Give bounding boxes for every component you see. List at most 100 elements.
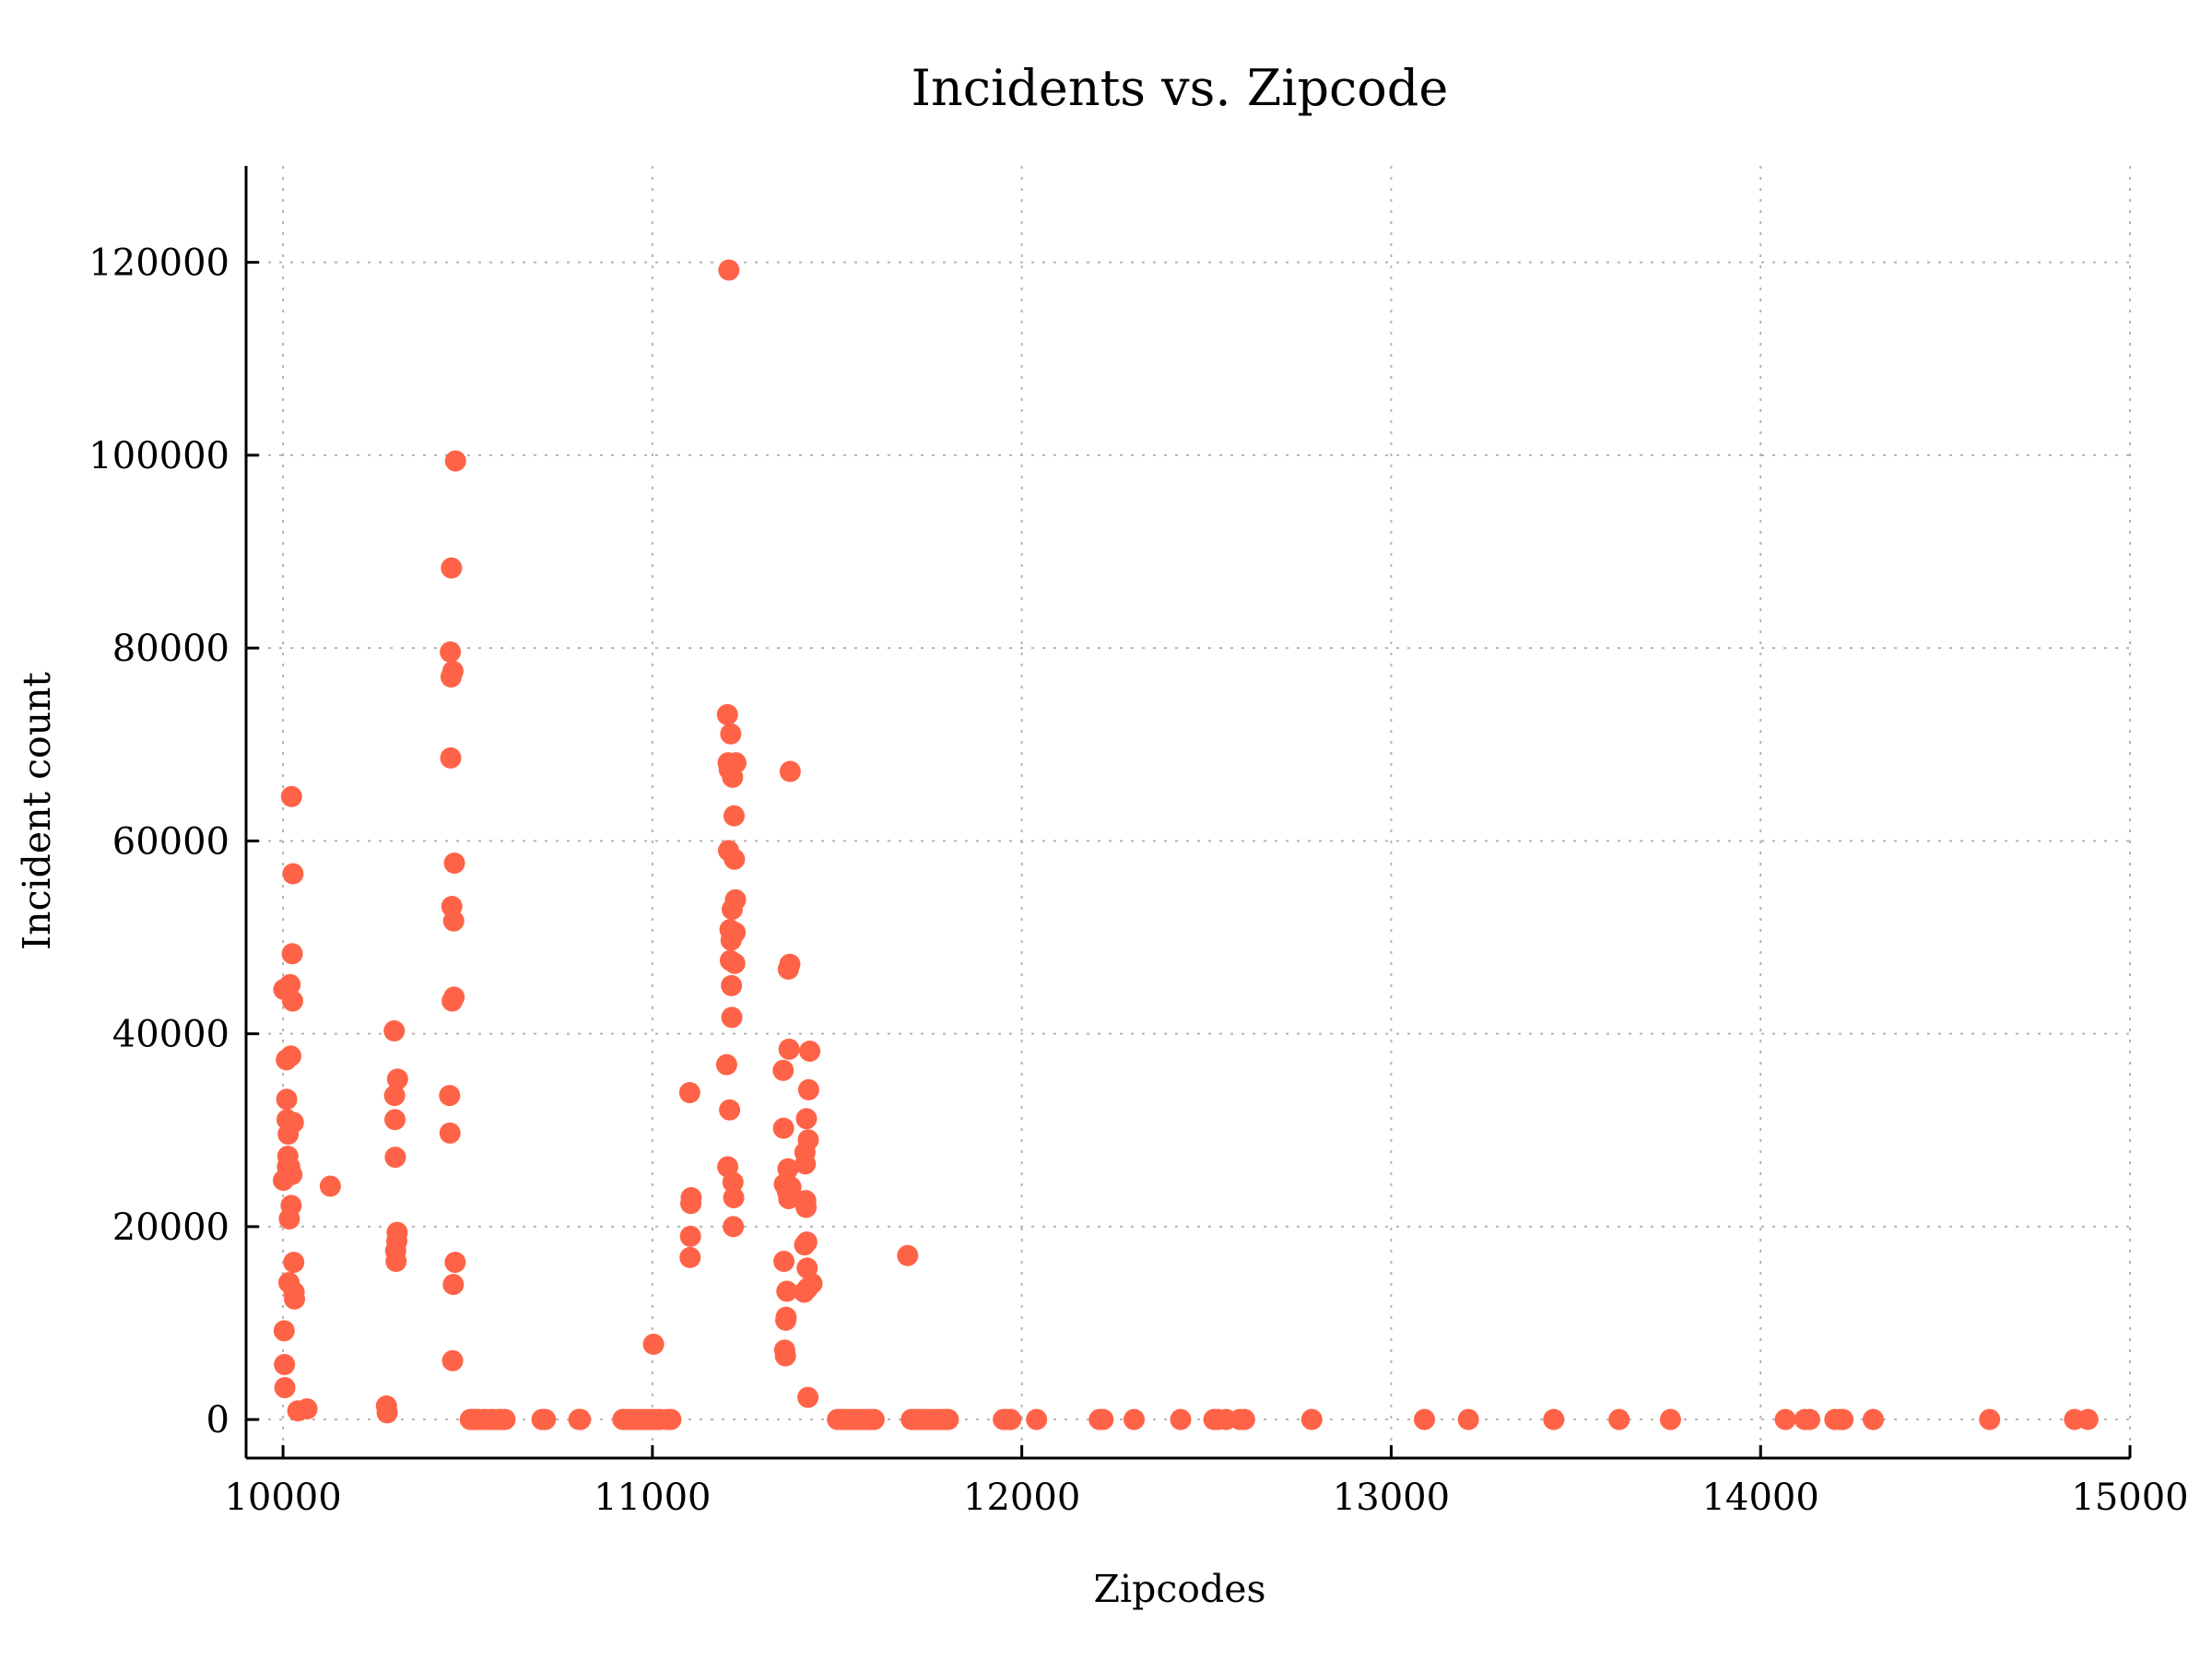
- scatter-point: [795, 1196, 818, 1218]
- x-tick-label: 13000: [1333, 1477, 1450, 1519]
- scatter-point: [779, 760, 801, 782]
- scatter-point: [774, 1345, 796, 1367]
- scatter-point: [376, 1402, 398, 1424]
- y-tick-label: 40000: [112, 1014, 229, 1056]
- scatter-point: [1799, 1408, 1821, 1430]
- scatter-point: [440, 641, 462, 663]
- scatter-point: [1774, 1408, 1796, 1430]
- scatter-point: [1000, 1408, 1022, 1430]
- scatter-point: [279, 1045, 301, 1067]
- scatter-point: [1233, 1408, 1255, 1430]
- scatter-point: [384, 1109, 406, 1131]
- scatter-point: [1123, 1408, 1145, 1430]
- scatter-point: [723, 1216, 745, 1238]
- scatter-point: [776, 1280, 798, 1302]
- chart-title: Incidents vs. Zipcode: [912, 59, 1449, 117]
- scatter-point: [780, 1176, 802, 1198]
- scatter-point: [386, 1221, 408, 1243]
- scatter-point: [2077, 1408, 2099, 1430]
- scatter-point: [720, 723, 742, 745]
- scatter-point: [281, 1163, 303, 1185]
- scatter-point: [385, 1251, 407, 1273]
- x-tick-label: 15000: [2071, 1477, 2188, 1519]
- scatter-point: [1659, 1408, 1681, 1430]
- scatter-point: [797, 1386, 819, 1408]
- scatter-point: [273, 1320, 295, 1342]
- scatter-point: [383, 1085, 406, 1107]
- scatter-point: [439, 1122, 461, 1144]
- scatter-point: [797, 1129, 819, 1151]
- scatter-point: [494, 1408, 516, 1430]
- scatter-point: [274, 1377, 296, 1399]
- scatter-point: [937, 1408, 959, 1430]
- scatter-point: [863, 1408, 885, 1430]
- scatter-point: [444, 1252, 466, 1274]
- scatter-point: [799, 1040, 821, 1062]
- scatter-point: [773, 1251, 795, 1273]
- scatter-point: [642, 1334, 665, 1356]
- scatter-point: [1026, 1408, 1048, 1430]
- scatter-point: [715, 1053, 737, 1076]
- y-tick-label: 80000: [112, 628, 229, 670]
- y-axis-label: Incident count: [15, 671, 59, 950]
- scatter-point: [724, 888, 747, 911]
- scatter-point: [724, 922, 747, 944]
- scatter-point: [719, 1099, 741, 1121]
- y-tick-label: 120000: [88, 242, 229, 285]
- scatter-point: [724, 848, 746, 870]
- scatter-point: [775, 1306, 797, 1328]
- scatter-point: [721, 974, 743, 996]
- scatter-point: [441, 1349, 464, 1371]
- scatter-point: [386, 1068, 408, 1090]
- scatter-point: [778, 1038, 800, 1060]
- scatter-point: [439, 1085, 461, 1107]
- scatter-point: [772, 1059, 794, 1081]
- scatter-point: [678, 1081, 700, 1103]
- scatter-point: [777, 1158, 799, 1180]
- scatter-point: [384, 1147, 406, 1169]
- scatter-point: [274, 1354, 296, 1376]
- scatter-point: [801, 1273, 823, 1295]
- grid-layer: [246, 166, 2131, 1458]
- scatter-point: [280, 1194, 302, 1217]
- scatter-point: [442, 910, 465, 932]
- scatter-point: [680, 1187, 702, 1209]
- scatter-point: [1862, 1408, 1884, 1430]
- scatter-point: [1832, 1408, 1854, 1430]
- scatter-point: [282, 863, 304, 885]
- scatter-point: [897, 1244, 919, 1266]
- scatter-point: [444, 450, 466, 472]
- axes-spines: [244, 166, 2130, 1460]
- scatter-point: [779, 953, 801, 975]
- scatter-point: [1457, 1408, 1479, 1430]
- scatter-point: [723, 805, 745, 827]
- scatter-point: [1608, 1408, 1630, 1430]
- y-tick-label: 100000: [88, 435, 229, 477]
- scatter-point: [794, 1153, 817, 1175]
- scatter-point: [723, 1187, 745, 1209]
- scatter-point: [1092, 1408, 1114, 1430]
- scatter-point: [1979, 1408, 2001, 1430]
- scatter-point: [721, 1006, 743, 1029]
- scatter-point: [679, 1225, 701, 1247]
- x-tick-label: 10000: [224, 1477, 341, 1519]
- x-axis-label: Zipcodes: [1093, 1567, 1265, 1611]
- scatter-point: [440, 747, 462, 769]
- axis-ticks: 10000 11000 12000 13000 14000 15000 0 20000 4000…: [88, 242, 2188, 1519]
- x-tick-label: 12000: [963, 1477, 1080, 1519]
- y-tick-label: 60000: [112, 820, 229, 863]
- scatter-point: [724, 752, 747, 774]
- x-tick-label: 14000: [1702, 1477, 1819, 1519]
- scatter-point: [280, 785, 302, 807]
- scatter-point: [276, 1088, 298, 1111]
- scatter-point: [441, 660, 464, 682]
- scatter-point: [795, 1108, 818, 1130]
- scatter-point: [679, 1246, 701, 1268]
- scatter-point: [279, 973, 301, 995]
- scatter-point: [441, 557, 463, 579]
- scatter-point: [724, 952, 746, 974]
- scatter-point: [722, 1171, 744, 1194]
- scatter-point: [772, 1117, 794, 1139]
